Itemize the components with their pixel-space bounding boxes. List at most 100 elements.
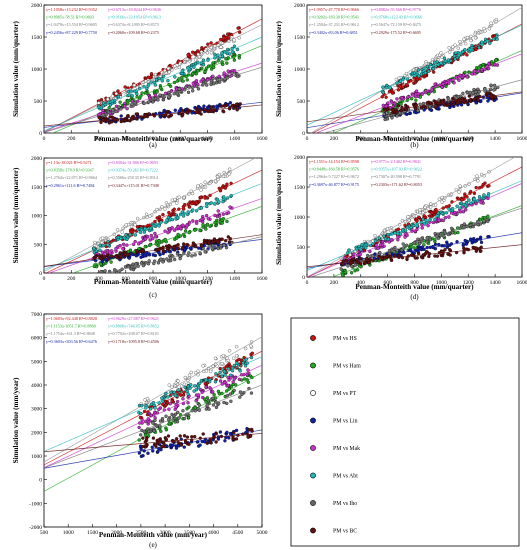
chart-panel-a: 0 200 400 600 800 1000 1200 1400 1600 0 500 1000 150… <box>12 3 268 149</box>
legend-marker <box>310 417 316 424</box>
data-point <box>207 407 211 411</box>
data-point <box>349 271 354 275</box>
data-point <box>111 108 115 112</box>
equation-label: y=1.0957x-47.778 R²=0.9666 <box>309 7 359 12</box>
data-point <box>460 198 464 202</box>
y-tick-label: 0 <box>302 275 305 281</box>
data-point <box>237 357 241 362</box>
data-point <box>232 363 236 368</box>
data-point <box>106 239 110 244</box>
data-point <box>348 259 353 263</box>
data-point <box>373 234 377 238</box>
data-point <box>175 420 180 424</box>
data-point <box>436 211 441 216</box>
data-point <box>476 98 480 103</box>
y-tick-label: 0 <box>39 271 42 277</box>
x-tick-label: 500 <box>40 530 49 536</box>
x-tick-label: 200 <box>330 280 339 286</box>
data-point <box>455 101 459 105</box>
data-point <box>181 79 185 83</box>
data-point <box>405 256 409 260</box>
data-point <box>169 390 173 394</box>
data-point <box>486 235 490 239</box>
data-point <box>401 242 405 246</box>
x-tick-label: 0 <box>306 280 309 286</box>
data-point <box>434 100 438 104</box>
panel-caption: (a) <box>149 141 157 149</box>
regression-line <box>45 169 262 273</box>
data-point <box>205 396 210 400</box>
data-point <box>179 384 184 388</box>
series-pm-vs-ham <box>72 206 262 273</box>
data-point <box>129 224 134 229</box>
legend-entry: PM vs HS <box>310 335 357 342</box>
x-tick-label: 1000 <box>436 280 447 286</box>
data-point <box>217 186 221 191</box>
data-point <box>99 120 103 125</box>
data-point <box>469 38 473 43</box>
data-point <box>135 216 140 221</box>
data-point <box>164 391 168 396</box>
data-point <box>464 41 468 46</box>
data-point <box>454 51 458 55</box>
data-point <box>339 267 343 271</box>
data-point <box>447 248 452 252</box>
legend-entry: PM vs Ham <box>310 362 361 370</box>
data-point <box>428 104 432 109</box>
equation-label: y=0.5647x-72.159 R²=0.8475 <box>371 22 421 27</box>
data-point <box>487 62 491 66</box>
y-tick-label: 4000 <box>31 383 42 389</box>
y-tick-label: 500 <box>34 99 43 105</box>
data-point <box>381 85 385 89</box>
legend-label: PM vs Mak <box>333 446 360 452</box>
regression-line <box>44 183 262 270</box>
equation-label: y=0.2961x+111.6 R²=0.7484 <box>46 183 95 188</box>
data-point <box>127 256 131 260</box>
data-point <box>226 211 231 215</box>
data-point <box>175 252 180 256</box>
data-point <box>160 417 165 421</box>
data-point <box>154 443 158 447</box>
data-point <box>181 397 185 401</box>
legend-frame <box>290 317 520 547</box>
data-point <box>464 242 469 246</box>
y-axis-label: Simulation value (mm/quarter) <box>275 20 283 116</box>
x-axis-label: Penman-Monteith value (mm/quarter) <box>355 283 474 291</box>
data-point <box>386 106 390 111</box>
legend-label: PM vs Lin <box>333 419 358 425</box>
y-tick-label: 500 <box>34 242 43 248</box>
data-point <box>433 60 437 65</box>
regression-line <box>72 206 262 273</box>
data-point <box>199 379 204 383</box>
data-point <box>461 210 466 214</box>
data-point <box>151 421 155 425</box>
data-point <box>234 344 239 349</box>
panel-caption: (e) <box>149 541 157 549</box>
data-point <box>175 201 179 205</box>
data-point <box>181 393 186 397</box>
data-point <box>186 392 190 396</box>
data-point <box>378 250 382 255</box>
data-point <box>425 101 429 105</box>
data-point <box>194 399 198 403</box>
data-point <box>209 105 213 109</box>
data-point <box>474 185 478 190</box>
data-point <box>220 104 224 108</box>
data-point <box>160 444 164 449</box>
data-point <box>176 388 180 392</box>
data-point <box>209 51 214 55</box>
data-point <box>141 444 145 449</box>
data-point <box>203 70 207 74</box>
x-tick-label: 1400 <box>229 276 240 282</box>
data-point <box>424 250 429 254</box>
data-point <box>418 102 422 106</box>
data-point <box>385 83 389 88</box>
data-point <box>116 235 121 240</box>
data-point <box>377 236 381 240</box>
panels: 0 200 400 600 800 1000 1200 1400 1600 0 500 1000 150… <box>12 3 527 549</box>
data-point <box>221 212 225 216</box>
data-point <box>365 256 369 261</box>
data-point <box>227 172 231 176</box>
data-point <box>117 105 121 109</box>
data-point <box>130 99 135 103</box>
